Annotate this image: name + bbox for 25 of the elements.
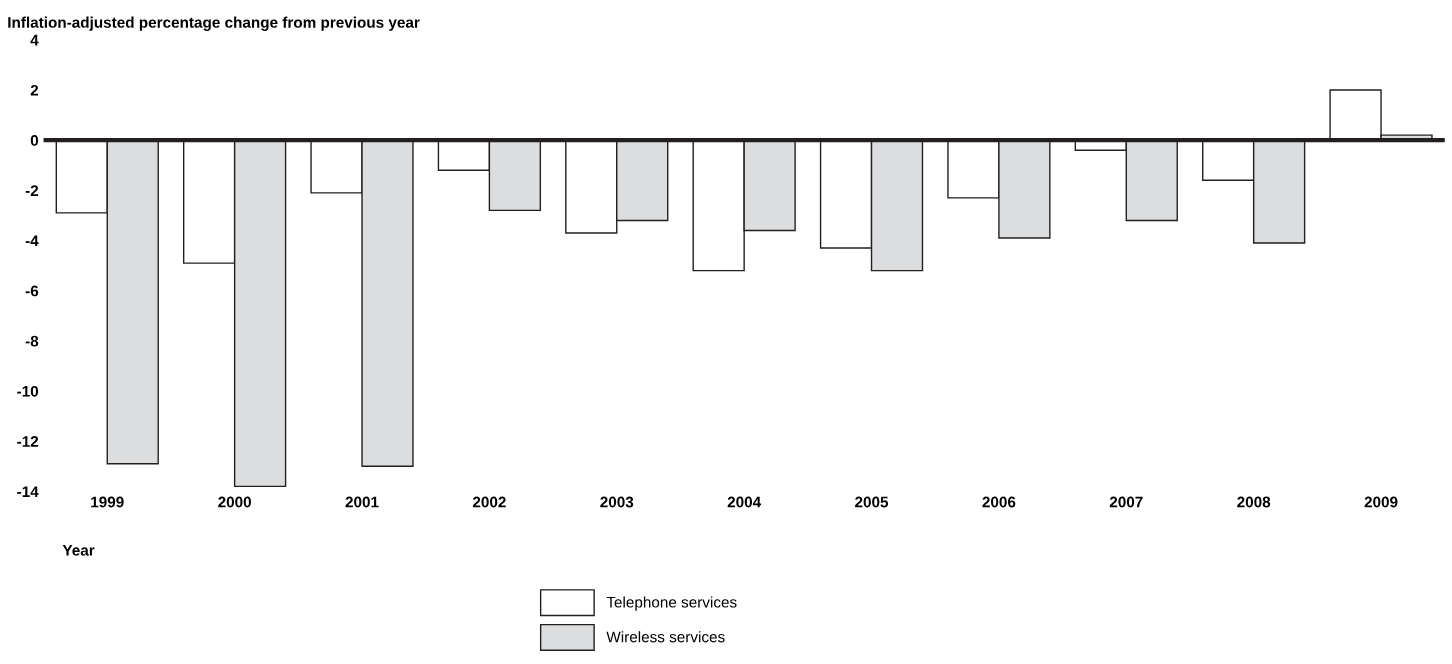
y-tick-label: 4 (30, 34, 39, 46)
y-tick-label: 0 (30, 135, 39, 146)
x-axis-title: Year (62, 545, 95, 556)
legend-label: Wireless services (606, 631, 725, 643)
x-tick-label: 2003 (600, 496, 634, 508)
y-tick-label: -12 (17, 436, 39, 447)
x-tick-label: 2007 (1109, 496, 1143, 508)
x-tick-label: 1999 (91, 496, 124, 508)
y-tick-label: -14 (17, 486, 39, 497)
y-tick-label: -2 (25, 185, 39, 196)
x-tick-label: 2001 (345, 496, 379, 508)
y-tick-label: -10 (17, 385, 39, 397)
y-tick-label: -8 (25, 335, 39, 347)
x-tick-label: 2002 (472, 496, 506, 508)
x-tick-label: 2000 (218, 496, 251, 508)
x-tick-label: 2008 (1237, 496, 1271, 508)
x-tick-label: 2004 (727, 496, 762, 508)
y-tick-label: -4 (25, 235, 39, 247)
x-tick-label: 2009 (1364, 496, 1398, 508)
x-tick-label: 2006 (982, 496, 1016, 508)
legend-label: Telephone services (606, 596, 737, 611)
y-tick-label: -6 (25, 285, 39, 297)
x-tick-label: 2005 (855, 496, 889, 508)
y-tick-label: 2 (30, 84, 39, 96)
y-axis-title: Inflation-adjusted percentage change from previous year (8, 16, 420, 31)
